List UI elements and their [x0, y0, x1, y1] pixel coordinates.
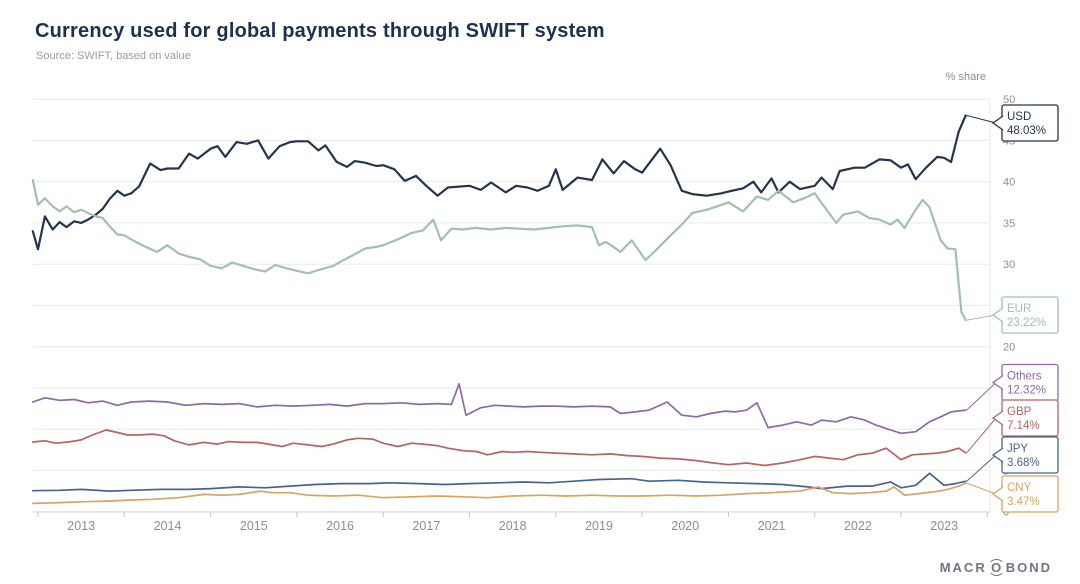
- callout-pointer: [991, 410, 1004, 426]
- x-tick-label: 2014: [154, 519, 182, 533]
- series-line-others: [31, 382, 967, 435]
- callout-pointer: [991, 307, 1004, 323]
- series-line-cny: [31, 482, 967, 505]
- callout-eur: EUR 23.22%: [966, 296, 1059, 334]
- callout-pointer: [991, 486, 1004, 502]
- gridlines: [33, 98, 991, 513]
- x-tick-label: 2018: [499, 519, 527, 533]
- series-line-jpy: [31, 472, 967, 492]
- callout-cny: CNY 3.47%: [966, 475, 1059, 513]
- callout-leader: [966, 417, 997, 454]
- callout-code: EUR: [1007, 303, 1031, 315]
- y-tick-label: 35: [1003, 218, 1015, 230]
- x-axis: 2013 2014 2015 2016 2017 2018 2019 2020 2021 2022…: [33, 511, 990, 533]
- callout-pointer: [991, 447, 1004, 463]
- callout-leader: [966, 482, 997, 495]
- x-tick-label: 2015: [240, 519, 268, 533]
- series-line-usd: [31, 114, 967, 251]
- logo-text-right: BOND: [1005, 560, 1052, 575]
- x-tick-label: 2020: [671, 519, 699, 533]
- x-tick-label: 2021: [758, 519, 786, 533]
- callout-gbp: GBP 7.14%: [966, 399, 1059, 454]
- logo-o-mark: O: [987, 559, 1005, 576]
- y-tick-label: 40: [1003, 177, 1015, 189]
- series-callouts: USD 48.03% EUR 23.22% Others 12.32% GBP 7.14% JP…: [966, 104, 1059, 513]
- callout-code: CNY: [1007, 482, 1032, 494]
- x-tick-label: 2016: [326, 519, 354, 533]
- callout-code: JPY: [1007, 443, 1028, 455]
- series-lines: [31, 114, 967, 505]
- callout-value: 3.68%: [1007, 457, 1040, 469]
- callout-pointer: [991, 374, 1004, 391]
- callout-jpy: JPY 3.68%: [966, 436, 1059, 482]
- logo-text-left: MACR: [939, 560, 987, 575]
- y-tick-label: 0: [1003, 507, 1009, 519]
- callout-code: USD: [1007, 111, 1031, 123]
- page-title: Currency used for global payments throug…: [35, 20, 605, 42]
- macrobond-logo: MACR O BOND: [940, 559, 1052, 576]
- callout-usd: USD 48.03%: [966, 104, 1059, 142]
- callout-value: 48.03%: [1007, 125, 1046, 137]
- callout-leader: [966, 382, 997, 411]
- callout-value: 3.47%: [1007, 496, 1040, 508]
- x-tick-label: 2019: [585, 519, 613, 533]
- x-tick-label: 2013: [67, 519, 95, 533]
- callout-others: Others 12.32%: [966, 363, 1059, 411]
- y-tick-label: 30: [1003, 259, 1015, 271]
- source-note: Source: SWIFT, based on value: [36, 50, 191, 62]
- y-tick-label: 20: [1003, 342, 1015, 354]
- callout-value: 7.14%: [1007, 420, 1040, 432]
- callout-value: 12.32%: [1007, 385, 1046, 397]
- callout-code: GBP: [1007, 406, 1032, 418]
- x-tick-label: 2017: [412, 519, 440, 533]
- callout-leader: [966, 454, 997, 482]
- x-tick-label: 2023: [930, 519, 958, 533]
- series-line-eur: [31, 178, 967, 322]
- series-line-gbp: [31, 429, 967, 467]
- callout-pointer: [991, 115, 1004, 131]
- y-tick-label: 50: [1003, 94, 1015, 106]
- x-tick-label: 2022: [844, 519, 872, 533]
- callout-leader: [966, 314, 997, 321]
- callout-value: 23.22%: [1007, 317, 1046, 329]
- callout-leader: [966, 115, 997, 124]
- callout-code: Others: [1007, 371, 1042, 383]
- y-axis-unit-label: % share: [945, 71, 986, 83]
